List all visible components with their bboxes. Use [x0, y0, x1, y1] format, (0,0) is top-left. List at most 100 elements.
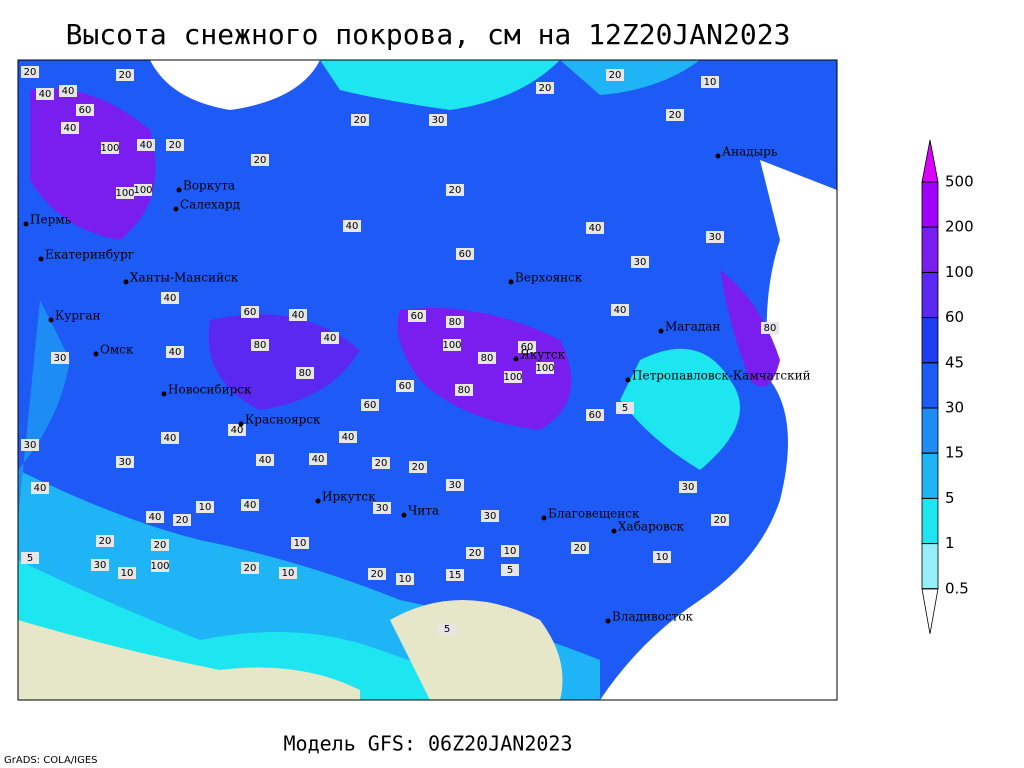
city-marker	[541, 515, 547, 521]
map-background	[18, 60, 837, 700]
colorbar-segment	[921, 452, 939, 499]
contour-label: 40	[34, 483, 47, 494]
contour-label-box	[309, 453, 327, 465]
contour-label-box	[429, 114, 447, 126]
contour-label-box	[616, 402, 634, 414]
contour-label: 5	[444, 624, 450, 635]
contour-label: 60	[364, 400, 377, 411]
contour-label-box	[456, 248, 474, 260]
contour-label-box	[571, 542, 589, 554]
contour-label: 30	[709, 232, 722, 243]
colorbar-segment	[921, 317, 939, 364]
contour-label: 60	[459, 249, 472, 260]
city-label: Курган	[55, 309, 100, 323]
contour-label: 40	[342, 432, 355, 443]
colorbar-segment	[921, 362, 939, 409]
contour-label: 30	[449, 480, 462, 491]
contour-label: 20	[354, 115, 367, 126]
contour-label: 100	[133, 185, 152, 196]
contour-label-box	[653, 551, 671, 563]
contour-label: 10	[294, 538, 307, 549]
contour-label: 80	[481, 353, 494, 364]
contour-label: 20	[176, 515, 189, 526]
city-label: Верхоянск	[515, 271, 583, 285]
contour-label: 40	[169, 347, 182, 358]
contour-label: 10	[704, 77, 717, 88]
contour-label-box	[679, 481, 697, 493]
contour-label: 10	[121, 568, 134, 579]
contour-label: 80	[449, 317, 462, 328]
contour-label-box	[586, 409, 604, 421]
city-label: Ханты-Мансийск	[130, 271, 239, 285]
contour-label: 80	[764, 323, 777, 334]
contour-label: 30	[24, 440, 37, 451]
contour-label: 40	[39, 89, 52, 100]
contour-label: 40	[312, 454, 325, 465]
city-label: Красноярск	[245, 413, 321, 427]
contour-label: 10	[399, 574, 412, 585]
contour-label-box	[666, 109, 684, 121]
contour-label-box	[396, 573, 414, 585]
city-marker	[48, 317, 54, 323]
contour-label-box	[279, 567, 297, 579]
contour-label: 40	[346, 221, 359, 232]
contour-label: 30	[94, 560, 107, 571]
contour-label-box	[446, 316, 464, 328]
contour-label: 100	[150, 561, 169, 572]
colorbar-tick-label: 15	[945, 444, 964, 462]
contour-label-box	[137, 139, 155, 151]
contour-label-box	[173, 514, 191, 526]
contour-label-box	[606, 69, 624, 81]
contour-label-box	[36, 88, 54, 100]
contour-label-box	[196, 501, 214, 513]
contour-label: 10	[282, 568, 295, 579]
contour-label: 20	[574, 543, 587, 554]
city-label: Иркутск	[322, 490, 376, 504]
colorbar-tick-label: 5	[945, 489, 955, 507]
contour-label: 40	[62, 86, 75, 97]
colorbar-tick-label: 0.5	[945, 579, 969, 597]
city-label: Воркута	[183, 179, 235, 193]
contour-label-box	[701, 76, 719, 88]
contour-label-box	[166, 346, 184, 358]
contour-label: 10	[504, 546, 517, 557]
city-marker	[93, 351, 99, 357]
colorbar-segment	[921, 272, 939, 318]
contour-label: 60	[79, 105, 92, 116]
contour-label-box	[251, 339, 269, 351]
colorbar-segment	[921, 588, 939, 634]
contour-label: 100	[115, 188, 134, 199]
contour-label-box	[446, 569, 464, 581]
contour-label: 30	[54, 353, 67, 364]
contour-label: 40	[292, 310, 305, 321]
contour-label-box	[228, 424, 246, 436]
contour-label-box	[504, 371, 522, 383]
city-marker	[508, 279, 514, 285]
city-label: Петропавловск-Камчатский	[632, 369, 811, 383]
city-marker	[315, 498, 321, 504]
contour-label: 20	[609, 70, 622, 81]
contour-label: 40	[324, 333, 337, 344]
city-marker	[625, 377, 631, 383]
contour-label-box	[438, 623, 456, 635]
contour-label-box	[396, 380, 414, 392]
contour-label: 80	[299, 368, 312, 379]
contour-label: 20	[254, 155, 267, 166]
city-label: Чита	[408, 504, 439, 518]
contour-label-box	[146, 511, 164, 523]
contour-label-box	[59, 85, 77, 97]
contour-label: 30	[119, 457, 132, 468]
contour-label-box	[706, 231, 724, 243]
contour-label: 40	[164, 293, 177, 304]
contour-label-box	[321, 332, 339, 344]
map-frame	[17, 59, 838, 701]
contour-label-box	[339, 431, 357, 443]
colorbar-segment	[921, 407, 939, 454]
contour-label-box	[118, 567, 136, 579]
contour-label: 40	[64, 123, 77, 134]
contour-label: 20	[244, 563, 257, 574]
city-label: Новосибирск	[168, 383, 252, 397]
contour-label-box	[21, 439, 39, 451]
